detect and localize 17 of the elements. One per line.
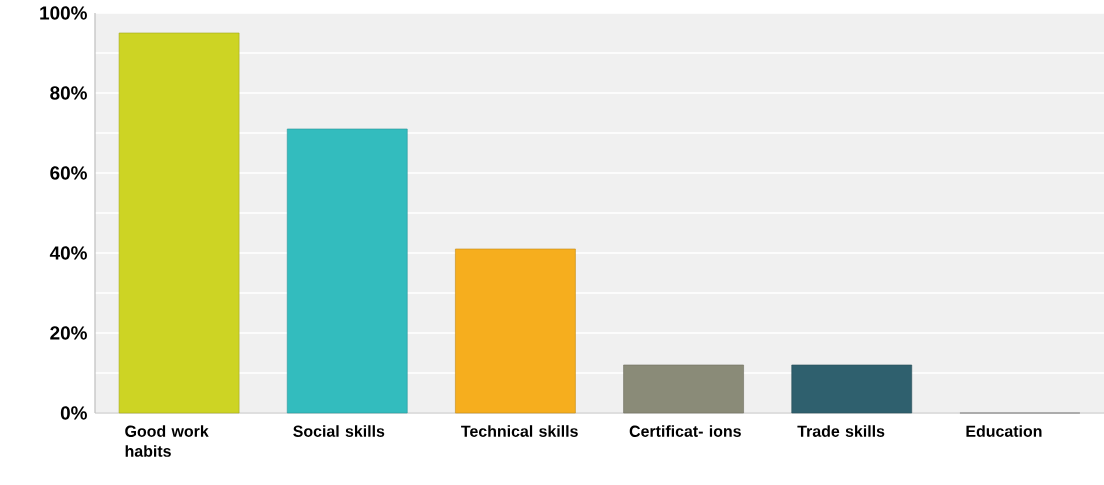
x-tick-label: Technical skills (461, 425, 578, 437)
bar (791, 364, 913, 414)
bar (286, 128, 408, 414)
y-tick-label: 100% (40, 6, 87, 20)
x-tick-label: Education (966, 425, 1042, 437)
x-tick-label: Certificat- ions (629, 425, 741, 437)
x-tick-label: Good work habits (125, 425, 209, 457)
bar (455, 248, 576, 414)
y-tick-label: 20% (50, 326, 87, 340)
bar (118, 32, 240, 414)
x-tick-label: Social skills (293, 425, 385, 437)
y-tick-label: 60% (50, 166, 87, 180)
bar (623, 364, 744, 414)
x-tick-label: Trade skills (797, 425, 885, 437)
y-tick-label: 40% (49, 246, 87, 260)
y-tick-label: 80% (50, 86, 87, 100)
y-tick-label: 0% (60, 406, 87, 420)
